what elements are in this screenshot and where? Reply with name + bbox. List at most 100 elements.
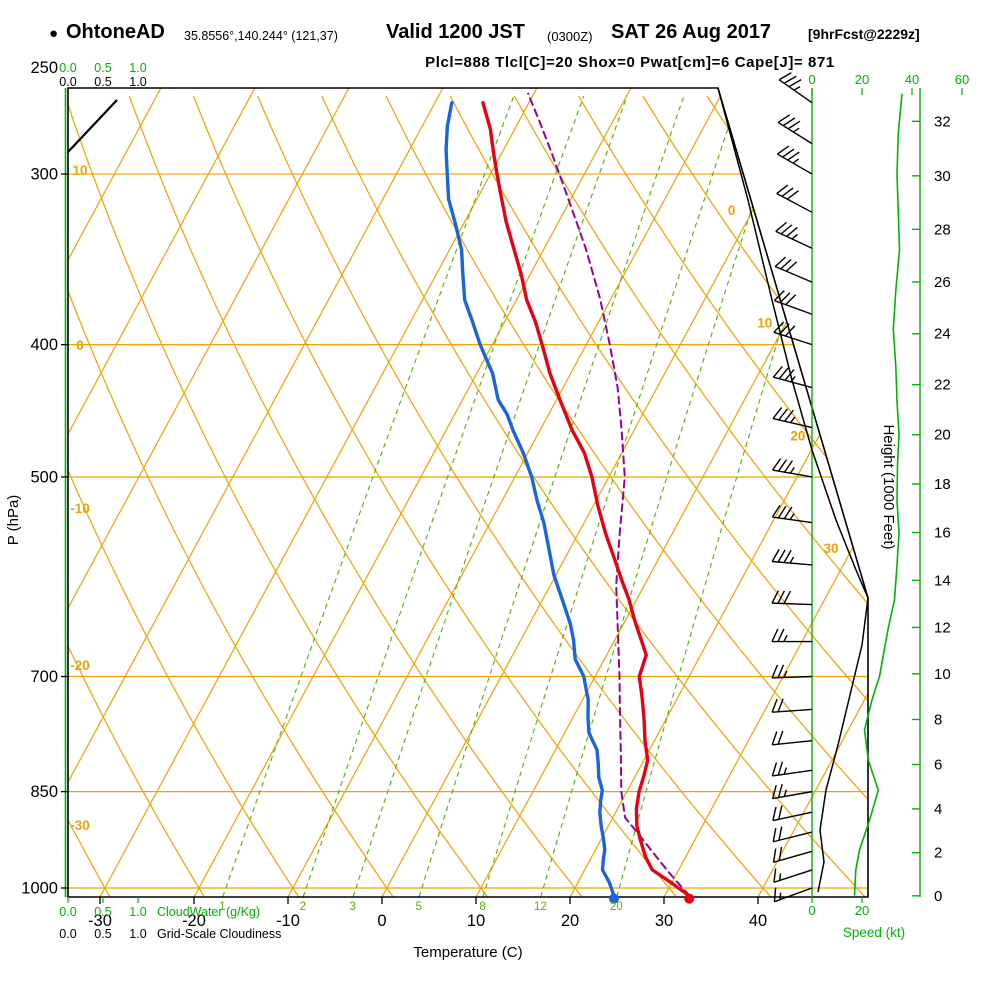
wind-barb-full: [772, 848, 777, 863]
mixing-ratio-label: 1: [219, 901, 225, 913]
plot-frame: [67, 87, 869, 898]
cloudwater-top-tick-label: 0.5: [94, 61, 111, 75]
wind-barb-half: [783, 634, 788, 642]
wind-barb-half: [793, 85, 801, 91]
dry-adiabat-line: [192, 95, 677, 897]
wind-barb-full: [773, 868, 777, 883]
dry-adiabat-line: [68, 95, 394, 897]
dry-adiabat-line: [513, 95, 868, 897]
dry-adiabat-line: [385, 95, 868, 897]
dewpoint-curve: [444, 101, 616, 898]
wind-barb-full: [784, 369, 795, 381]
wind-barb-full: [771, 762, 778, 777]
wind-barb-full: [777, 549, 786, 563]
pressure-tick-label: 400: [30, 336, 58, 354]
wind-barb-full: [777, 730, 784, 745]
mixing-ratio-label: 5: [416, 901, 422, 913]
surface-temp-dot: [684, 893, 695, 904]
height-tick-label: 16: [934, 525, 951, 542]
wind-barb-full: [782, 148, 795, 158]
isotherm-line: [0, 88, 67, 897]
wind-profile-trace: [717, 87, 869, 893]
mixing-ratio-line: [540, 95, 789, 897]
profiles: [444, 92, 695, 904]
wind-barb-full: [783, 506, 793, 520]
wind-barb-full: [773, 321, 785, 333]
cloudiness-bottom-tick-label: 0.0: [59, 927, 76, 941]
height-tick-label: 6: [934, 757, 942, 774]
wind-barb-full: [771, 549, 780, 562]
height-tick-label: 26: [934, 274, 951, 291]
isotherm-line: [287, 88, 726, 897]
wind-barb-full: [774, 256, 787, 268]
valid-time: Valid 1200 JST: [386, 21, 525, 43]
isotherm-line: [569, 88, 868, 897]
adiabat-label-left: -20: [70, 658, 90, 673]
wind-barb-full: [771, 664, 779, 679]
wind-barb-half: [783, 767, 787, 775]
wind-barb-full: [771, 504, 781, 518]
wind-barb-full: [779, 323, 790, 335]
wind-barb-full: [781, 187, 794, 197]
valid-date: SAT 26 Aug 2017: [611, 21, 772, 43]
isotherm-label-right: 0: [728, 203, 736, 218]
height-tick-label: 2: [934, 845, 942, 862]
wind-barb-half: [792, 158, 800, 164]
station-bullet-icon: ●: [49, 25, 59, 42]
height-axis-title: Height (1000 Feet): [880, 424, 897, 549]
wind-barb-full: [773, 290, 785, 302]
speed-top-tick-label: 40: [905, 72, 919, 87]
pressure-tick-label: 300: [30, 166, 58, 184]
height-tick-label: 20: [934, 427, 951, 444]
parcel-curve: [527, 92, 691, 897]
mixing-ratio-label: 3: [350, 901, 356, 913]
mixing-ratio-label: 20: [610, 901, 623, 913]
upper-cloud-segment: [67, 99, 118, 153]
wind-barb-full: [785, 294, 797, 306]
wind-barb-full: [778, 72, 792, 81]
mixing-ratio-label: 12: [534, 901, 547, 913]
wind-barb-full: [787, 151, 800, 161]
cloudwater-top-tick-label: 1.0: [129, 61, 146, 75]
wind-barb-half: [789, 467, 795, 474]
cloudwater-bottom-tick-label: 0.5: [94, 905, 111, 919]
wind-barbs: [771, 72, 813, 903]
wind-barb-full: [777, 698, 784, 713]
dry-adiabat-line: [68, 95, 300, 897]
wind-barb-half: [790, 376, 796, 383]
isotherm-line: [68, 88, 444, 897]
wind-barb-full: [785, 261, 798, 272]
temp-tick-label: 10: [467, 912, 485, 930]
cloudwater-bottom-tick-label: 1.0: [129, 905, 146, 919]
dry-adiabat-line: [706, 95, 868, 897]
wind-barb-full: [778, 846, 783, 861]
wind-barb-full: [771, 698, 778, 713]
wind-barb-half: [789, 513, 795, 520]
wind-barb-full: [777, 505, 787, 519]
mixing-ratio-label: 8: [479, 901, 485, 913]
wind-barb-full: [780, 224, 793, 235]
isotherm-line: [99, 88, 538, 897]
cloudiness-top-tick-label: 0.0: [59, 75, 76, 89]
adiabat-label-left: -30: [70, 818, 90, 833]
dry-adiabat-line: [68, 95, 488, 897]
wind-barb-half: [792, 127, 800, 133]
wind-barb-full: [784, 325, 796, 337]
height-tick-label: 30: [934, 168, 951, 185]
cloudwater-bottom-tick-label: 0.0: [59, 905, 76, 919]
wind-barb-half: [778, 873, 782, 881]
cloudiness-bottom-tick-label: 1.0: [129, 927, 146, 941]
wind-barb-half: [783, 670, 788, 678]
isotherm-label-right: 10: [757, 316, 772, 331]
wind-barb-full: [771, 590, 780, 604]
speed-bottom-tick-label: 0: [808, 903, 815, 918]
wind-barb-staff: [776, 192, 813, 213]
isotherm-line: [68, 88, 256, 897]
height-tick-label: 8: [934, 711, 942, 728]
wind-barb-full: [778, 408, 789, 421]
wind-barb-full: [787, 120, 801, 130]
utc-time: (0300Z): [547, 29, 593, 44]
